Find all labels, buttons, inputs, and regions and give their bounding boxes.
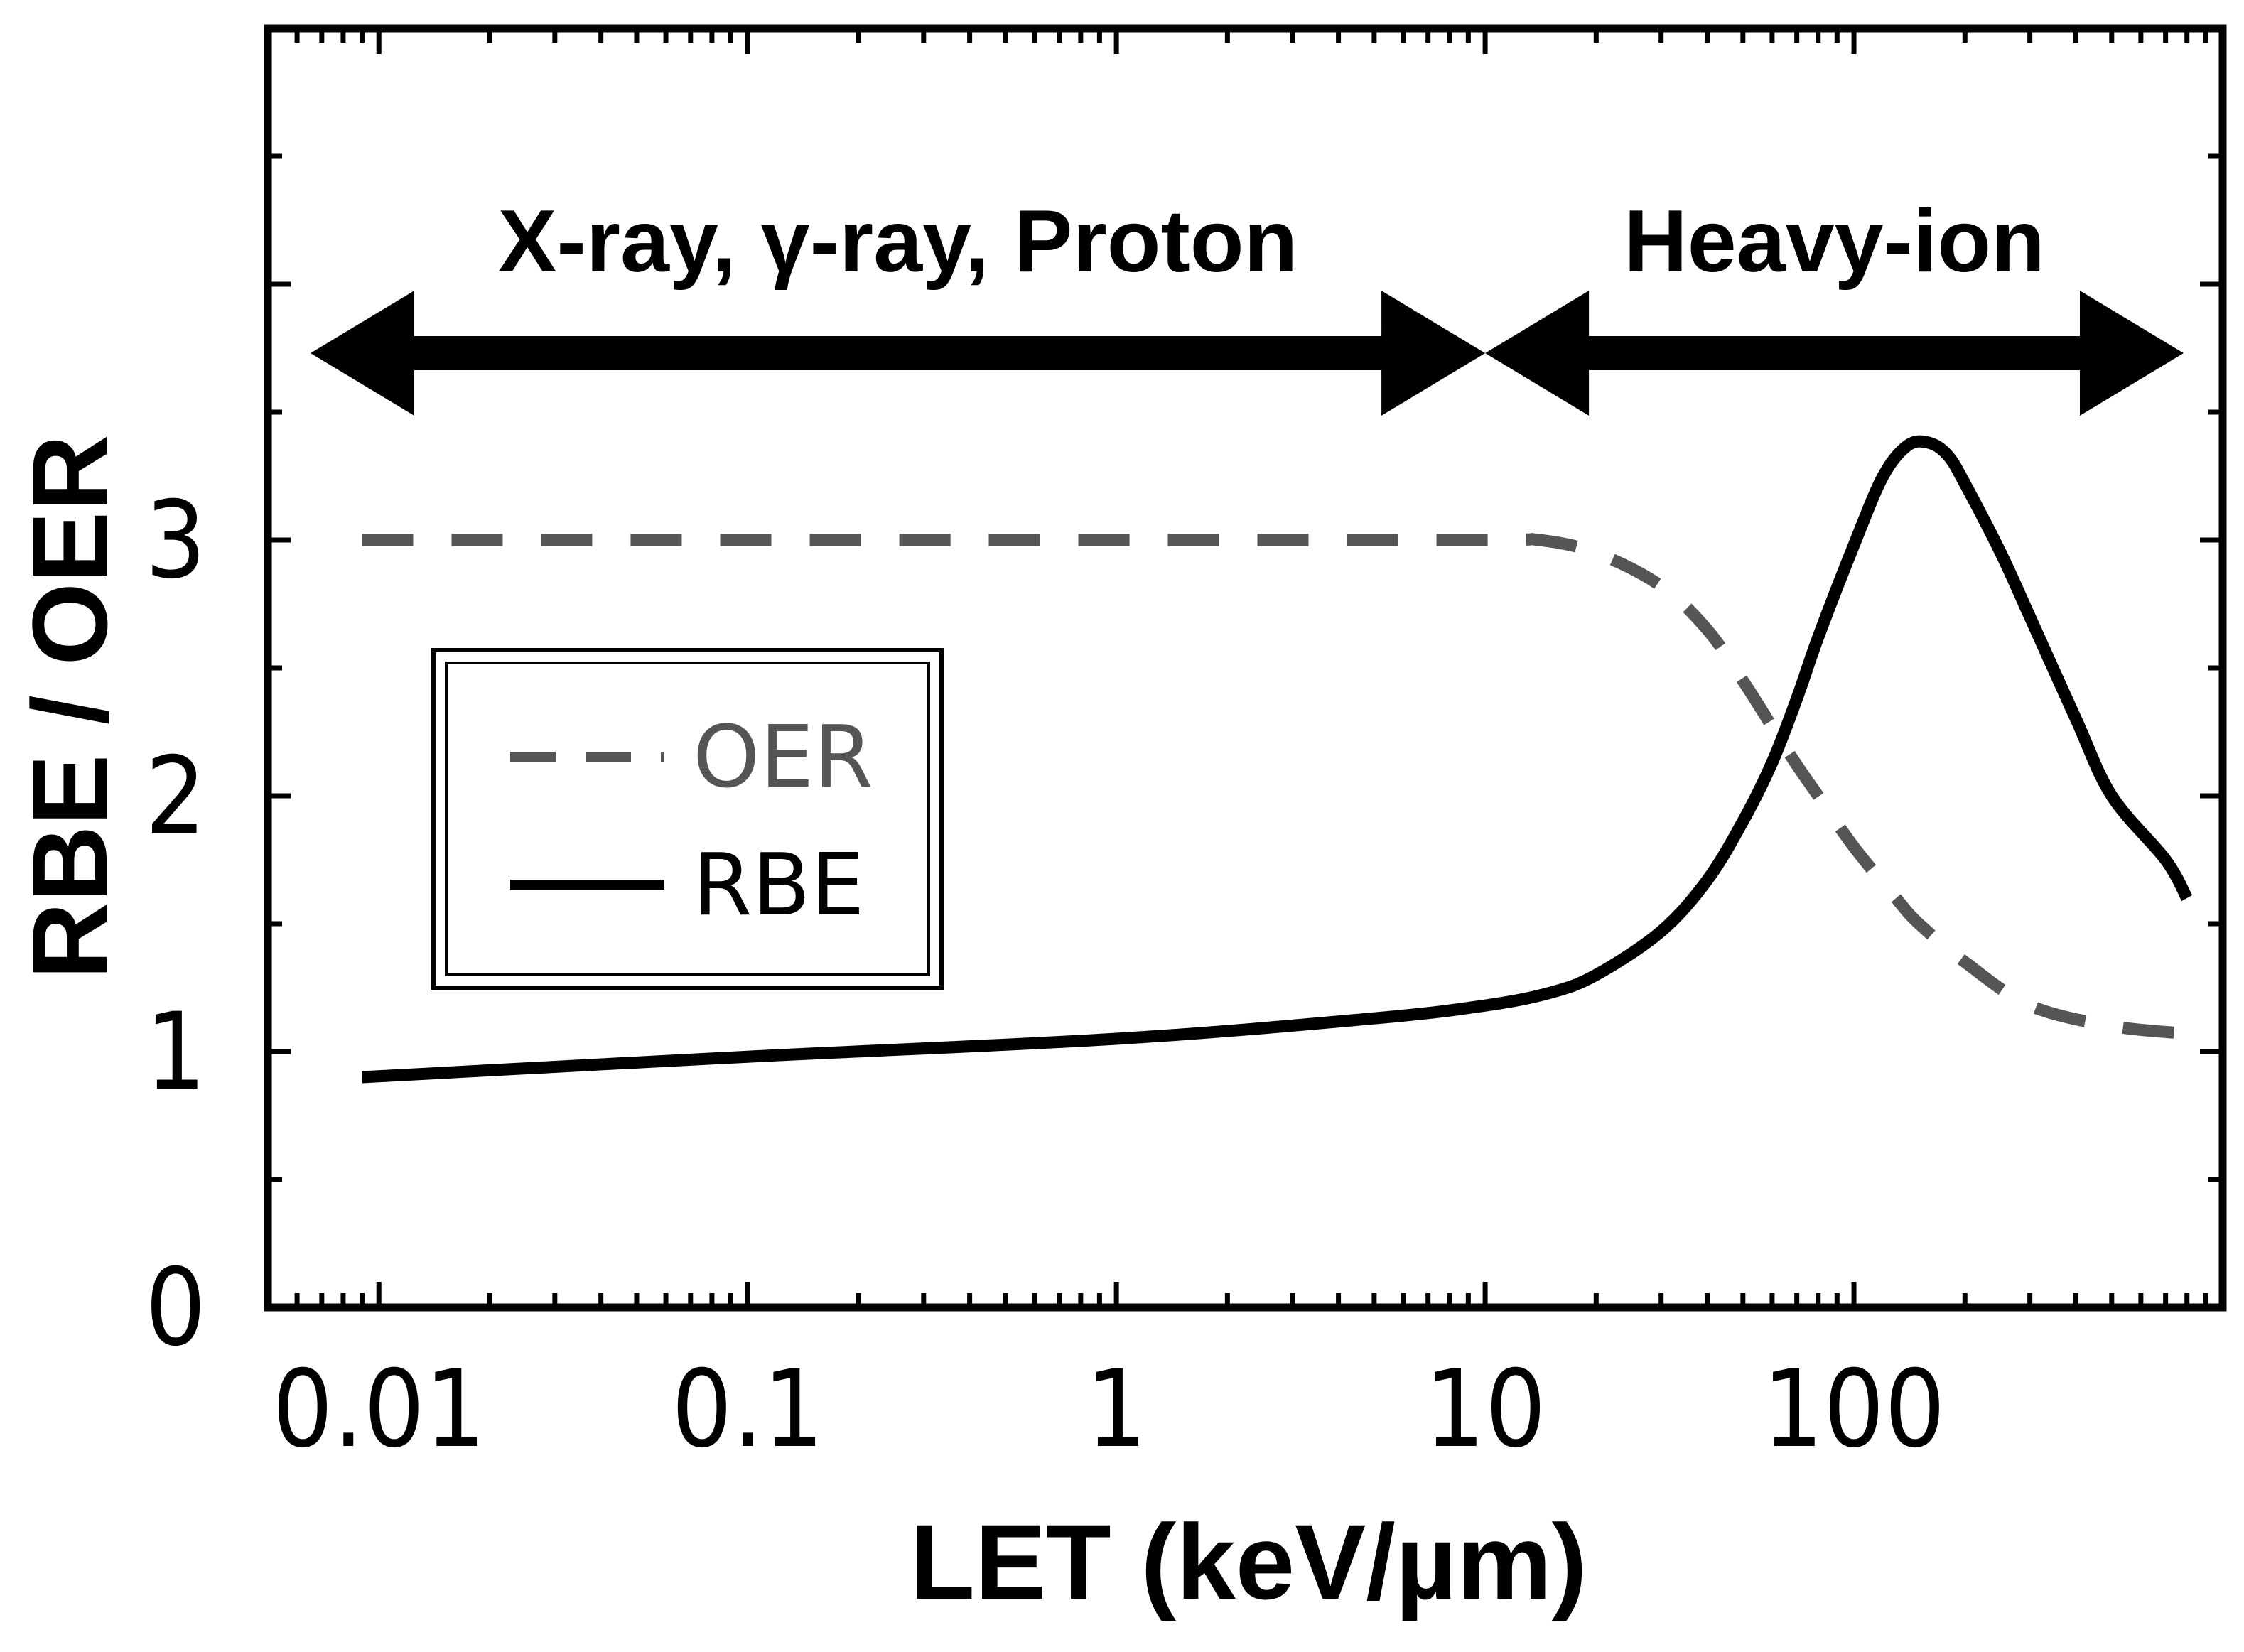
arrow-head-right-icon — [2080, 291, 2184, 416]
x-tick-label: 1 — [1086, 1348, 1147, 1472]
series-rbe-point — [1742, 821, 1744, 822]
region-arrows: X-ray, γ-ray, Proton Heavy-ion — [311, 193, 2184, 416]
series-rbe-point — [2076, 718, 2077, 720]
series-rbe-point — [1964, 483, 1965, 485]
axis-labels: 0.01 0.1 1 10 100 0 1 2 3 LET (keV/µm) RBE / OER — [10, 435, 1946, 1621]
series-rbe-point — [1929, 442, 1930, 443]
series-rbe-point — [1882, 475, 1884, 477]
series-oer-point — [1707, 629, 1708, 630]
series-rbe-point — [2111, 795, 2113, 797]
series-rbe-point — [747, 1056, 748, 1057]
x-tick-label: 100 — [1762, 1348, 1946, 1472]
series-oer-point — [1918, 923, 1919, 924]
series-oer-point — [2029, 1005, 2031, 1006]
region-low-let-arrow-shaft — [413, 336, 1383, 370]
y-tick-label: 3 — [145, 479, 206, 603]
series-rbe-point — [1484, 1005, 1486, 1006]
series-oer-point — [2186, 1033, 2188, 1035]
series-rbe-point — [1771, 762, 1773, 763]
series-oer-point — [362, 539, 363, 541]
series-oer-point — [1796, 765, 1798, 766]
series-rbe-point — [2165, 859, 2167, 860]
legend-box-inner — [445, 662, 930, 976]
series-oer-point — [1771, 726, 1773, 728]
series-rbe-point — [1907, 445, 1909, 446]
series-oer-point — [1484, 539, 1486, 541]
series-oer-point — [1895, 897, 1897, 899]
series-oer-point — [1818, 795, 1819, 797]
series-rbe-point — [1595, 974, 1597, 976]
series-rbe-point — [362, 1076, 363, 1078]
arrow-head-left-icon — [311, 291, 414, 416]
series-rbe-point — [2000, 552, 2002, 554]
series-oer-point — [1595, 552, 1597, 554]
series-rbe-point — [2029, 616, 2031, 617]
x-tick-label: 10 — [1424, 1348, 1546, 1472]
y-tick-label: 1 — [145, 990, 206, 1114]
region-heavy-ion-label: Heavy-ion — [1624, 193, 2045, 291]
series-rbe-point — [1707, 880, 1708, 881]
series-rbe-point — [1661, 931, 1662, 932]
x-axis-title: LET (keV/µm) — [910, 1502, 1587, 1621]
series-oer-point — [1116, 539, 1117, 541]
legend-label-rbe: RBE — [693, 836, 865, 935]
legend-box-outer — [431, 648, 944, 990]
y-tick-label: 0 — [145, 1246, 206, 1370]
series-oer-point — [1964, 961, 1965, 963]
series-oer-point — [1742, 680, 1744, 681]
y-axis-title: RBE / OER — [10, 435, 129, 980]
series-lines — [362, 435, 2193, 1084]
legend: OER RBE — [431, 648, 944, 990]
x-tick-label: 0.1 — [671, 1348, 824, 1472]
axis-ticks — [265, 26, 2223, 1310]
series-rbe-point — [1853, 544, 1855, 546]
series-oer-point — [2111, 1025, 2113, 1027]
series-oer-line — [362, 533, 2188, 1040]
x-tick-label: 0.01 — [272, 1348, 485, 1472]
series-rbe-point — [1374, 1017, 1375, 1019]
series-rbe-point — [1550, 992, 1551, 993]
arrow-head-right-icon — [1381, 291, 1486, 416]
series-oer-point — [1661, 585, 1662, 587]
series-rbe-point — [2186, 897, 2188, 899]
series-rbe-point — [1116, 1038, 1117, 1040]
region-low-let-label: X-ray, γ-ray, Proton — [498, 193, 1298, 291]
y-tick-label: 2 — [145, 735, 206, 858]
series-oer-point — [1853, 846, 1855, 848]
legend-label-oer: OER — [693, 708, 873, 807]
series-rbe-line — [362, 435, 2193, 1084]
arrow-head-left-icon — [1485, 291, 1590, 416]
series-rbe-point — [1818, 637, 1819, 638]
region-heavy-ion-arrow-shaft — [1587, 336, 2081, 370]
series-rbe-point — [1796, 698, 1798, 699]
series-rbe-point — [1948, 455, 1949, 456]
series-oer-point — [1538, 539, 1540, 541]
